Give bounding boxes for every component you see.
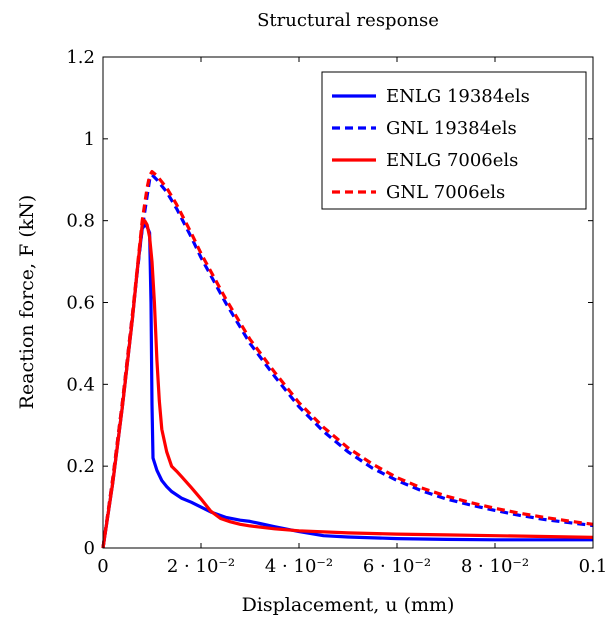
- x-axis-title: Displacement, u (mm): [242, 594, 455, 616]
- legend-label-1: ENLG 19384els: [386, 86, 530, 107]
- y-tick-label: 1.2: [66, 47, 95, 68]
- series-layer: [101, 170, 594, 549]
- legend-label-3: ENLG 7006els: [386, 150, 518, 171]
- x-tick-label: 4 · 10⁻²: [265, 556, 333, 577]
- y-tick-label: 0.6: [66, 293, 95, 314]
- legend-label-4: GNL 7006els: [386, 182, 505, 203]
- legend: ENLG 19384els GNL 19384els ENLG 7006els GNL…: [321, 71, 587, 210]
- x-tick-label: 2 · 10⁻²: [167, 556, 235, 577]
- y-tick-label: 1: [84, 129, 95, 150]
- series-line-4: [101, 170, 594, 549]
- series-line-3: [101, 219, 594, 549]
- legend-label-2: GNL 19384els: [386, 118, 517, 139]
- y-axis: 0 0.2 0.4 0.6 0.8 1 1.2: [66, 47, 593, 559]
- series-line-1: [101, 223, 593, 549]
- y-tick-label: 0.2: [66, 456, 95, 477]
- x-tick-label: 0: [97, 556, 108, 577]
- x-tick-label: 6 · 10⁻²: [363, 556, 431, 577]
- x-tick-label: 8 · 10⁻²: [461, 556, 529, 577]
- x-axis: 0 2 · 10⁻² 4 · 10⁻² 6 · 10⁻² 8 · 10⁻² 0.1: [97, 57, 607, 577]
- y-axis-title: Reaction force, F (kN): [16, 195, 38, 410]
- y-tick-label: 0.4: [66, 374, 95, 395]
- y-tick-label: 0: [84, 538, 95, 559]
- y-tick-label: 0.8: [66, 211, 95, 232]
- x-tick-label: 0.1: [579, 556, 608, 577]
- chart-title: Structural response: [257, 10, 439, 31]
- series-line-2: [101, 173, 594, 549]
